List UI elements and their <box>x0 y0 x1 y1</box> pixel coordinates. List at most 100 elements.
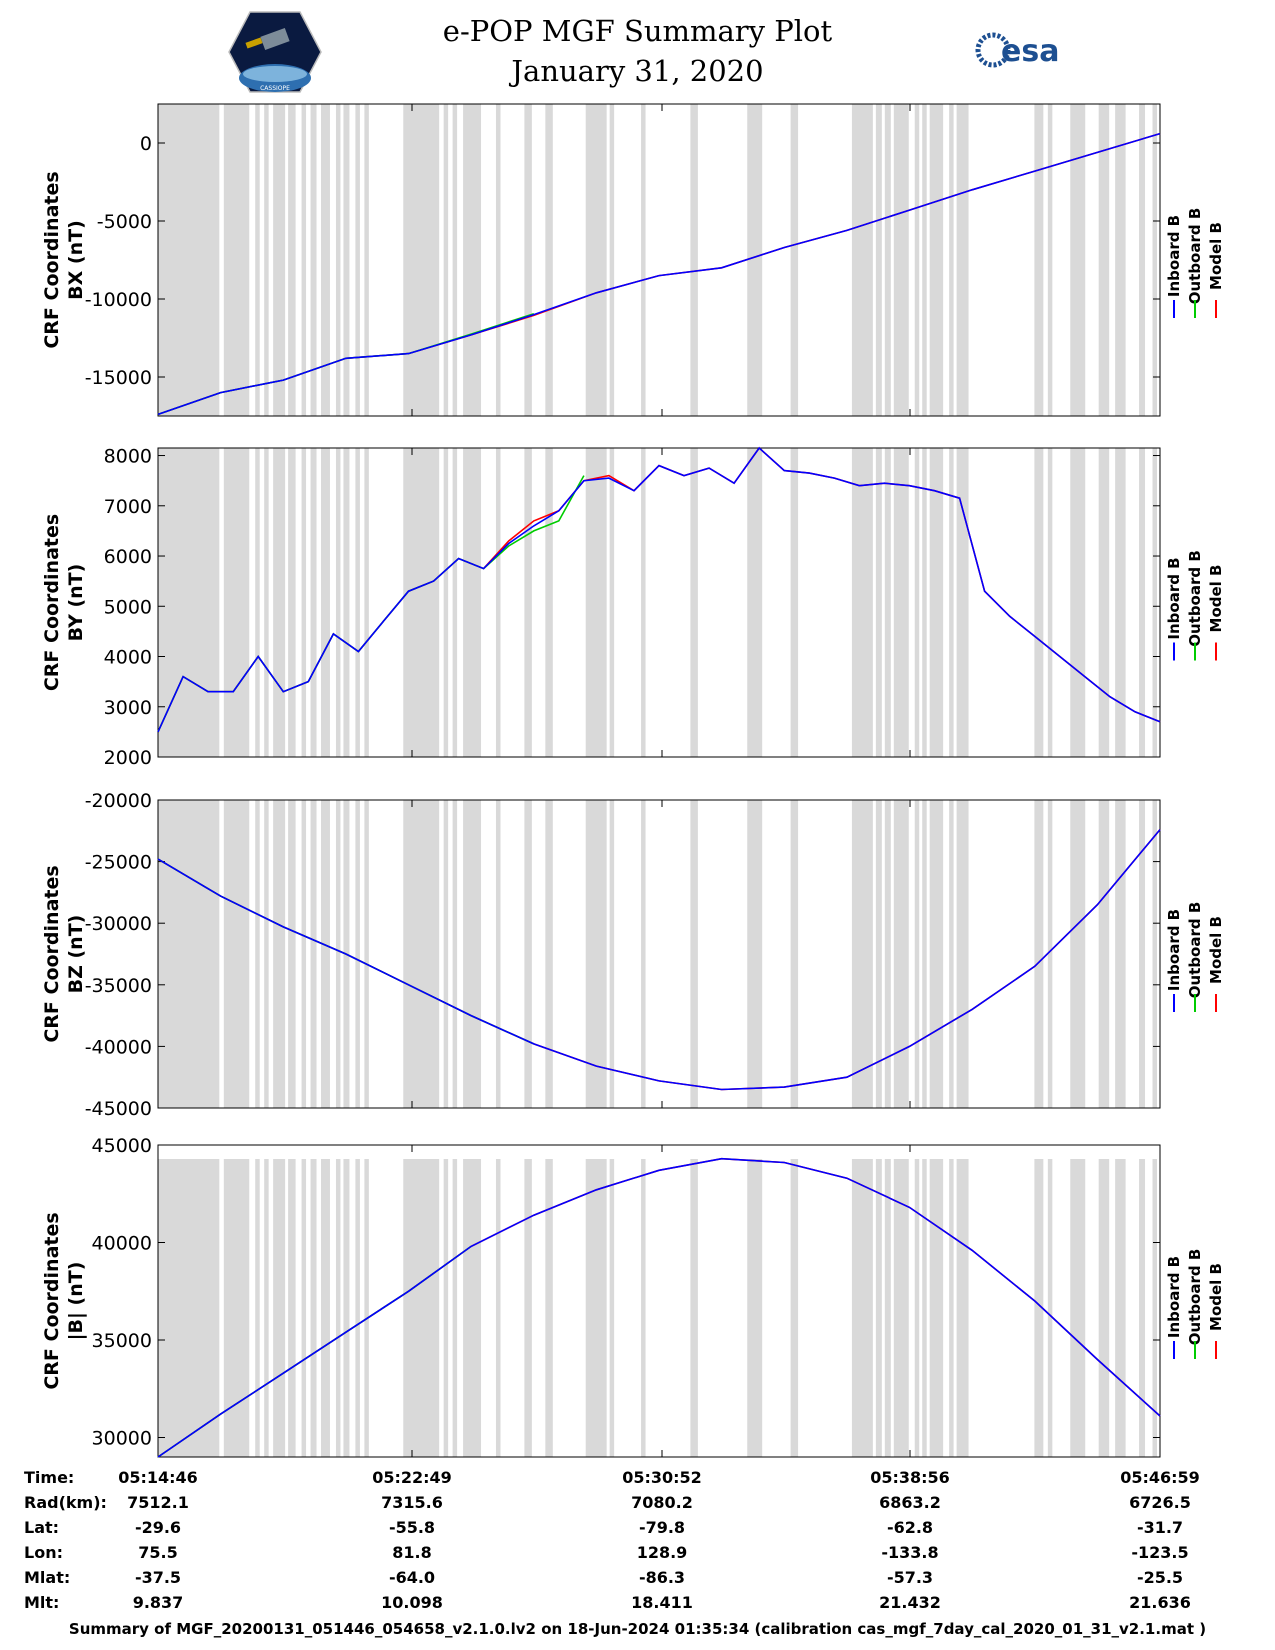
data-gap-band <box>443 800 449 1108</box>
y-axis-unit-label: BZ (nT) <box>65 915 87 994</box>
data-gap-band <box>884 800 891 1108</box>
data-gap-band <box>929 800 944 1108</box>
data-gap-band <box>301 1159 307 1457</box>
data-gap-band <box>585 448 607 757</box>
data-gap-band <box>1034 448 1044 757</box>
legend-entry: Model B <box>1207 916 1225 984</box>
y-tick-label: 5000 <box>104 596 152 618</box>
series-line-inboard-b <box>157 1157 1161 1458</box>
data-gap-band <box>1070 1159 1086 1457</box>
orbit-info-value: 7512.1 <box>127 1493 189 1512</box>
data-gap-band <box>452 104 458 416</box>
data-gap-band <box>1098 104 1110 416</box>
data-gap-band <box>545 800 553 1108</box>
data-gap-band <box>463 448 482 757</box>
y-tick-label: 3000 <box>104 697 152 719</box>
y-tick-label: 6000 <box>104 546 152 568</box>
data-gap-band <box>355 1159 360 1457</box>
data-gap-band <box>255 800 260 1108</box>
data-gap-band <box>922 104 927 416</box>
data-gap-band <box>922 800 927 1108</box>
y-axis-label: CRF Coordinates <box>41 171 63 348</box>
data-gap-band <box>452 1159 458 1457</box>
data-gap-band <box>495 448 501 757</box>
data-gap-band <box>914 800 920 1108</box>
data-gap-band <box>524 800 532 1108</box>
data-gap-band <box>893 800 909 1108</box>
y-axis-unit-label: |B| (nT) <box>65 1262 87 1341</box>
orbit-info-label: Mlat: <box>24 1568 71 1587</box>
orbit-info-value: -25.5 <box>1136 1568 1184 1587</box>
data-gap-band <box>956 1159 969 1457</box>
data-gap-band <box>403 448 440 757</box>
data-gap-band <box>1115 800 1126 1108</box>
data-gap-band <box>443 448 449 757</box>
data-gap-band <box>223 448 250 757</box>
data-gap-band <box>288 800 296 1108</box>
orbit-info-value: -31.7 <box>1136 1518 1184 1537</box>
orbit-info-value: 6726.5 <box>1129 1493 1191 1512</box>
data-gap-band <box>403 800 440 1108</box>
y-tick-label: 7000 <box>104 496 152 518</box>
panel-2: 8000 7000 6000 5000 4000 3000 2000 CRF Coordina… <box>41 446 1225 769</box>
data-gap-band <box>335 448 341 757</box>
y-tick-label: -25000 <box>85 852 152 874</box>
data-gap-band <box>949 104 954 416</box>
y-tick-label: -20000 <box>85 790 152 812</box>
legend-entry: Inboard B <box>1165 215 1183 297</box>
data-gap-band <box>223 104 250 416</box>
data-gap-band <box>1070 104 1086 416</box>
orbit-info-value: -62.8 <box>886 1518 934 1537</box>
data-gap-band <box>264 1159 269 1457</box>
y-axis-label: CRF Coordinates <box>41 514 63 691</box>
data-gap-band <box>288 448 296 757</box>
data-gap-band <box>1098 800 1110 1108</box>
data-gap-band <box>355 448 360 757</box>
data-gap-band <box>524 1159 532 1457</box>
data-gap-band <box>929 1159 944 1457</box>
orbit-info-value: -29.6 <box>134 1518 182 1537</box>
data-gap-band <box>641 800 646 1108</box>
cassiope-logo-text: CASSIOPE <box>260 85 290 92</box>
legend-entry: Outboard B <box>1186 208 1204 305</box>
data-gap-band <box>452 800 458 1108</box>
data-gap-band <box>495 1159 501 1457</box>
data-gap-band <box>585 800 607 1108</box>
data-gap-band <box>1070 448 1086 757</box>
y-tick-label: 40000 <box>92 1233 152 1255</box>
data-gap-band <box>1034 104 1044 416</box>
data-gap-band <box>255 104 260 416</box>
data-gap-band <box>790 1159 799 1457</box>
series-line-inboard-b <box>157 446 1161 733</box>
data-gap-band <box>310 800 317 1108</box>
orbit-info-value: 10.098 <box>381 1593 443 1612</box>
series-line-model-b <box>157 446 1161 733</box>
data-gap-band <box>884 104 891 416</box>
data-gap-band <box>1152 104 1158 416</box>
y-axis-label: CRF Coordinates <box>41 865 63 1042</box>
data-gap-band <box>335 104 341 416</box>
data-gap-band <box>310 104 317 416</box>
data-gap-band <box>301 448 307 757</box>
data-gap-band <box>452 448 458 757</box>
data-gap-band <box>875 800 882 1108</box>
orbit-info-table: Time: 05:14:46 05:22:49 05:30:52 05:38:56 05:… <box>0 1460 1275 1620</box>
y-tick-label: -45000 <box>85 1098 152 1120</box>
data-gap-band <box>690 448 698 757</box>
data-gap-band <box>851 800 873 1108</box>
orbit-info-value: -133.8 <box>881 1543 939 1562</box>
series-line-model-b <box>157 1157 1161 1458</box>
data-gap-band <box>747 1159 763 1457</box>
data-gap-band <box>747 104 763 416</box>
orbit-info-value: -37.5 <box>134 1568 182 1587</box>
data-gap-band <box>949 800 954 1108</box>
legend-entry: Model B <box>1207 222 1225 290</box>
data-gap-band <box>893 448 909 757</box>
data-gap-band <box>158 1159 220 1457</box>
orbit-info-label: Lat: <box>24 1518 60 1537</box>
y-tick-label: -35000 <box>85 975 152 997</box>
y-tick-label: 4000 <box>104 647 152 669</box>
data-gap-band <box>545 448 553 757</box>
data-gap-band <box>851 1159 873 1457</box>
data-gap-band <box>321 800 330 1108</box>
